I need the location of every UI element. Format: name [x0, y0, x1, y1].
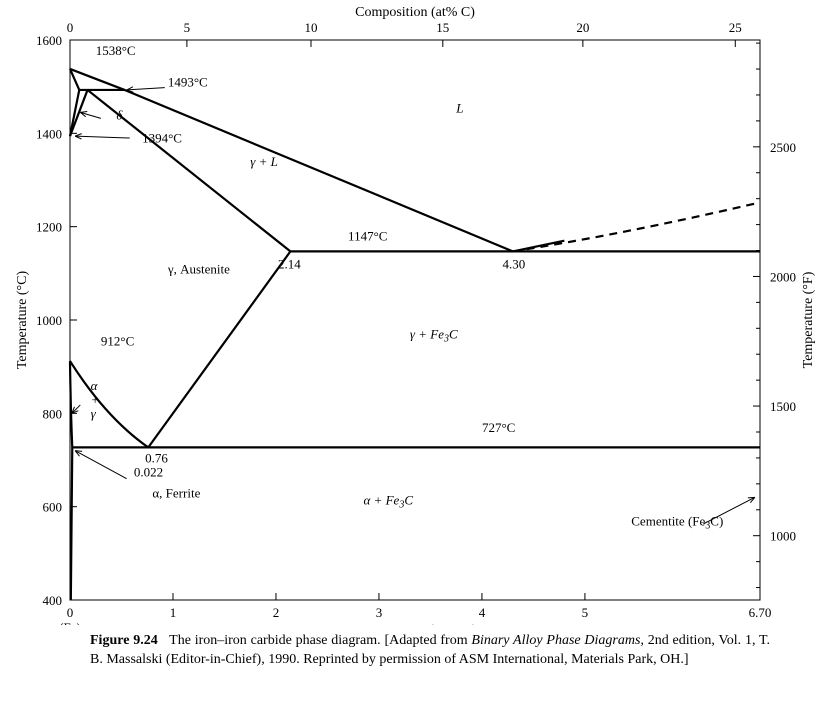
svg-text:Composition (at% C): Composition (at% C): [355, 5, 475, 20]
svg-text:0.76: 0.76: [145, 450, 168, 465]
svg-text:1493°C: 1493°C: [168, 75, 208, 90]
svg-text:γ + L: γ + L: [250, 154, 278, 169]
svg-text:L: L: [455, 100, 463, 115]
svg-text:α, Ferrite: α, Ferrite: [152, 485, 200, 500]
svg-text:727°C: 727°C: [482, 420, 515, 435]
svg-text:800: 800: [43, 406, 63, 421]
svg-text:0: 0: [67, 20, 74, 35]
svg-text:1000: 1000: [36, 313, 62, 328]
figure-source-italic: Binary Alloy Phase Diagrams,: [471, 633, 644, 648]
svg-text:1000: 1000: [770, 529, 796, 544]
svg-text:Temperature (°F): Temperature (°F): [801, 271, 816, 368]
figure-caption: Figure 9.24 The iron–iron carbide phase …: [90, 632, 770, 670]
svg-text:α: α: [91, 378, 99, 393]
svg-text:4.30: 4.30: [503, 257, 526, 272]
svg-text:2.14: 2.14: [278, 257, 301, 272]
page: 0 1 2 3 4 5 6.70 (Fe) Composition (wt% C) 0 5 10 15 2…: [0, 0, 833, 708]
svg-text:1147°C: 1147°C: [348, 229, 387, 244]
svg-text:γ, Austenite: γ, Austenite: [167, 261, 230, 276]
svg-text:2: 2: [273, 605, 280, 620]
svg-text:δ: δ: [116, 107, 123, 122]
figure-title: The iron–iron carbide phase diagram.: [169, 633, 381, 648]
svg-text:1: 1: [170, 605, 177, 620]
svg-text:25: 25: [729, 20, 742, 35]
svg-text:+: +: [91, 392, 100, 407]
svg-text:1600: 1600: [36, 33, 62, 48]
svg-text:400: 400: [43, 593, 63, 608]
svg-text:Temperature (°C): Temperature (°C): [15, 271, 30, 370]
svg-text:10: 10: [304, 20, 317, 35]
svg-text:1538°C: 1538°C: [96, 43, 136, 58]
svg-text:1500: 1500: [770, 399, 796, 414]
svg-text:1400: 1400: [36, 126, 62, 141]
svg-text:15: 15: [436, 20, 449, 35]
svg-text:1200: 1200: [36, 220, 62, 235]
svg-text:Composition (wt% C): Composition (wt% C): [353, 623, 477, 625]
svg-text:4: 4: [479, 605, 486, 620]
svg-text:600: 600: [43, 500, 63, 515]
svg-text:2500: 2500: [770, 140, 796, 155]
svg-text:6.70: 6.70: [749, 605, 772, 620]
svg-text:5: 5: [582, 605, 589, 620]
svg-text:Cementite (Fe3C): Cementite (Fe3C): [631, 513, 723, 531]
svg-text:3: 3: [376, 605, 383, 620]
svg-text:0.022: 0.022: [134, 464, 163, 479]
svg-text:5: 5: [184, 20, 191, 35]
svg-text:912°C: 912°C: [101, 334, 134, 349]
svg-text:(Fe): (Fe): [59, 620, 81, 625]
svg-text:γ: γ: [91, 406, 97, 421]
svg-text:1394°C: 1394°C: [142, 131, 182, 146]
phase-diagram-svg: 0 1 2 3 4 5 6.70 (Fe) Composition (wt% C) 0 5 10 15 2…: [0, 0, 833, 625]
svg-text:0: 0: [67, 605, 74, 620]
svg-text:γ + Fe3C: γ + Fe3C: [410, 327, 458, 345]
svg-text:α + Fe3C: α + Fe3C: [364, 492, 414, 510]
svg-text:2000: 2000: [770, 269, 796, 284]
svg-text:20: 20: [576, 20, 589, 35]
figure-label: Figure 9.24: [90, 633, 158, 648]
